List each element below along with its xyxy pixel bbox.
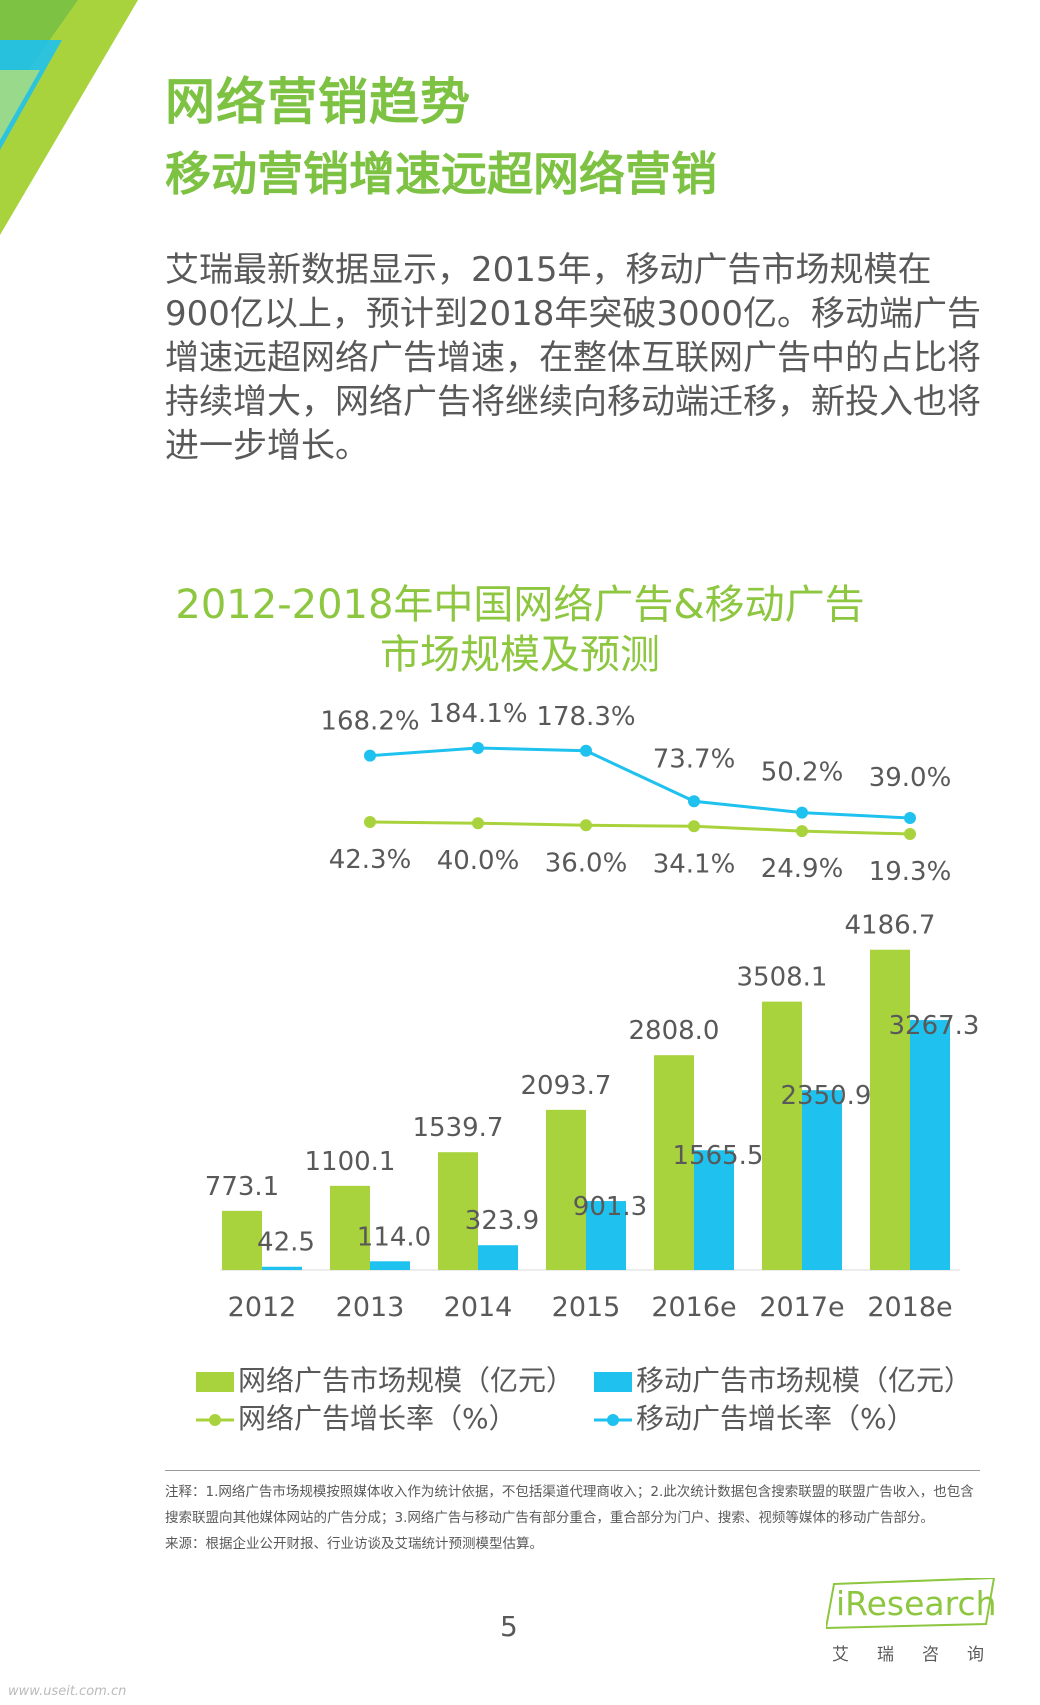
line-label-net-2017e: 24.9% bbox=[761, 854, 844, 884]
logo-badge bbox=[826, 1578, 996, 1630]
bar-net-2018e bbox=[870, 949, 910, 1270]
line-net bbox=[369, 820, 911, 836]
label-net-2012: 773.1 bbox=[205, 1172, 279, 1202]
label-mobile-2015: 901.3 bbox=[573, 1192, 647, 1222]
point-mobile-2015 bbox=[580, 744, 592, 757]
label-net-2014: 1539.7 bbox=[413, 1113, 504, 1143]
label-net-2013: 1100.1 bbox=[305, 1147, 396, 1177]
chart-title: 2012-2018年中国网络广告&移动广告 市场规模及预测 bbox=[0, 580, 1040, 680]
line-label-mobile-2018e: 39.0% bbox=[869, 763, 952, 793]
tick-label-2017e: 2017e bbox=[759, 1292, 844, 1323]
bar-net-2017e bbox=[762, 1001, 802, 1270]
label-net-2018e: 4186.7 bbox=[845, 911, 936, 941]
point-net-2017e bbox=[796, 825, 808, 838]
legend-swatch-1 bbox=[594, 1372, 632, 1392]
label-mobile-2017e: 2350.9 bbox=[781, 1081, 872, 1111]
line-label-net-2014: 40.0% bbox=[437, 846, 520, 876]
point-mobile-2016e bbox=[688, 795, 700, 808]
line-label-net-2013: 42.3% bbox=[329, 845, 412, 875]
tick-label-2015: 2015 bbox=[552, 1292, 621, 1323]
bar-net-2016e bbox=[654, 1055, 694, 1270]
label-mobile-2016e: 1565.5 bbox=[673, 1141, 764, 1171]
point-mobile-2013 bbox=[364, 749, 376, 762]
chart-title-line2: 市场规模及预测 bbox=[380, 632, 660, 678]
point-net-2018e bbox=[904, 828, 916, 840]
bar-mobile-2014 bbox=[478, 1245, 518, 1270]
legend-label-3: 移动广告增长率（%） bbox=[636, 1402, 915, 1435]
legend-label-2: 网络广告增长率（%） bbox=[238, 1402, 517, 1435]
line-label-mobile-2017e: 50.2% bbox=[761, 758, 844, 788]
chart-title-line1: 2012-2018年中国网络广告&移动广告 bbox=[175, 582, 865, 628]
bar-mobile-2015 bbox=[586, 1201, 626, 1270]
point-mobile-2017e bbox=[796, 806, 808, 819]
logo-chinese: 艾瑞咨询 bbox=[832, 1645, 1012, 1665]
bar-mobile-2017e bbox=[802, 1090, 842, 1270]
label-net-2016e: 2808.0 bbox=[629, 1016, 720, 1046]
line-label-net-2016e: 34.1% bbox=[653, 849, 736, 879]
legend-swatch-0 bbox=[196, 1372, 234, 1392]
body-paragraph: 艾瑞最新数据显示，2015年，移动广告市场规模在900亿以上，预计到2018年突… bbox=[165, 250, 981, 466]
line-label-mobile-2014: 184.1% bbox=[428, 699, 527, 729]
line-label-mobile-2015: 178.3% bbox=[536, 702, 635, 732]
bar-net-2015 bbox=[546, 1109, 586, 1270]
page-subtitle: 移动营销增速远超网络营销 bbox=[165, 147, 717, 201]
label-mobile-2018e: 3267.3 bbox=[889, 1011, 980, 1041]
label-mobile-2014: 323.9 bbox=[465, 1206, 539, 1236]
label-net-2017e: 3508.1 bbox=[737, 963, 828, 993]
line-label-net-2018e: 19.3% bbox=[869, 857, 952, 887]
line-label-mobile-2016e: 73.7% bbox=[653, 744, 736, 774]
line-label-net-2015: 36.0% bbox=[545, 848, 628, 878]
bar-mobile-2018e bbox=[910, 1020, 950, 1270]
legend-label-1: 移动广告市场规模（亿元） bbox=[636, 1364, 972, 1397]
source-text: 来源：根据企业公开财报、行业访谈及艾瑞统计预测模型估算。 bbox=[165, 1536, 543, 1552]
page-number: 5 bbox=[500, 1610, 518, 1643]
watermark: www.useit.com.cn bbox=[8, 1684, 127, 1699]
logo-wordmark: iResearch bbox=[836, 1584, 997, 1623]
corner-decoration bbox=[0, 0, 138, 235]
tick-label-2012: 2012 bbox=[228, 1292, 297, 1323]
legend-marker-3 bbox=[607, 1414, 619, 1426]
point-mobile-2018e bbox=[904, 812, 916, 824]
legend-marker-2 bbox=[209, 1414, 221, 1426]
notes: 注释：1.网络广告市场规模按照媒体收入作为统计依据，不包括渠道代理商收入；2.此… bbox=[165, 1470, 980, 1557]
point-net-2013 bbox=[364, 816, 376, 828]
point-net-2014 bbox=[472, 817, 484, 830]
bar-net-2014 bbox=[438, 1152, 478, 1270]
line-label-mobile-2013: 168.2% bbox=[320, 707, 419, 737]
iresearch-logo: iResearch 艾瑞咨询 bbox=[826, 1578, 1000, 1674]
label-mobile-2013: 114.0 bbox=[357, 1222, 431, 1252]
tick-label-2013: 2013 bbox=[336, 1292, 405, 1323]
point-net-2015 bbox=[580, 819, 592, 832]
tick-label-2016e: 2016e bbox=[651, 1292, 736, 1323]
legend-label-0: 网络广告市场规模（亿元） bbox=[238, 1364, 574, 1397]
page-title: 网络营销趋势 bbox=[165, 73, 471, 131]
bar-net-2013 bbox=[330, 1185, 370, 1270]
bar-mobile-2012 bbox=[262, 1266, 302, 1270]
bar-mobile-2016e bbox=[694, 1150, 734, 1270]
point-net-2016e bbox=[688, 820, 700, 833]
point-mobile-2014 bbox=[472, 742, 484, 754]
tick-label-2018e: 2018e bbox=[867, 1292, 952, 1323]
line-mobile bbox=[369, 746, 911, 820]
label-net-2015: 2093.7 bbox=[521, 1071, 612, 1101]
notes-text: 注释：1.网络广告市场规模按照媒体收入作为统计依据，不包括渠道代理商收入；2.此… bbox=[165, 1484, 974, 1526]
tick-label-2014: 2014 bbox=[444, 1292, 513, 1323]
bar-mobile-2013 bbox=[370, 1261, 410, 1270]
label-mobile-2012: 42.5 bbox=[257, 1228, 315, 1258]
bar-net-2012 bbox=[222, 1210, 262, 1270]
